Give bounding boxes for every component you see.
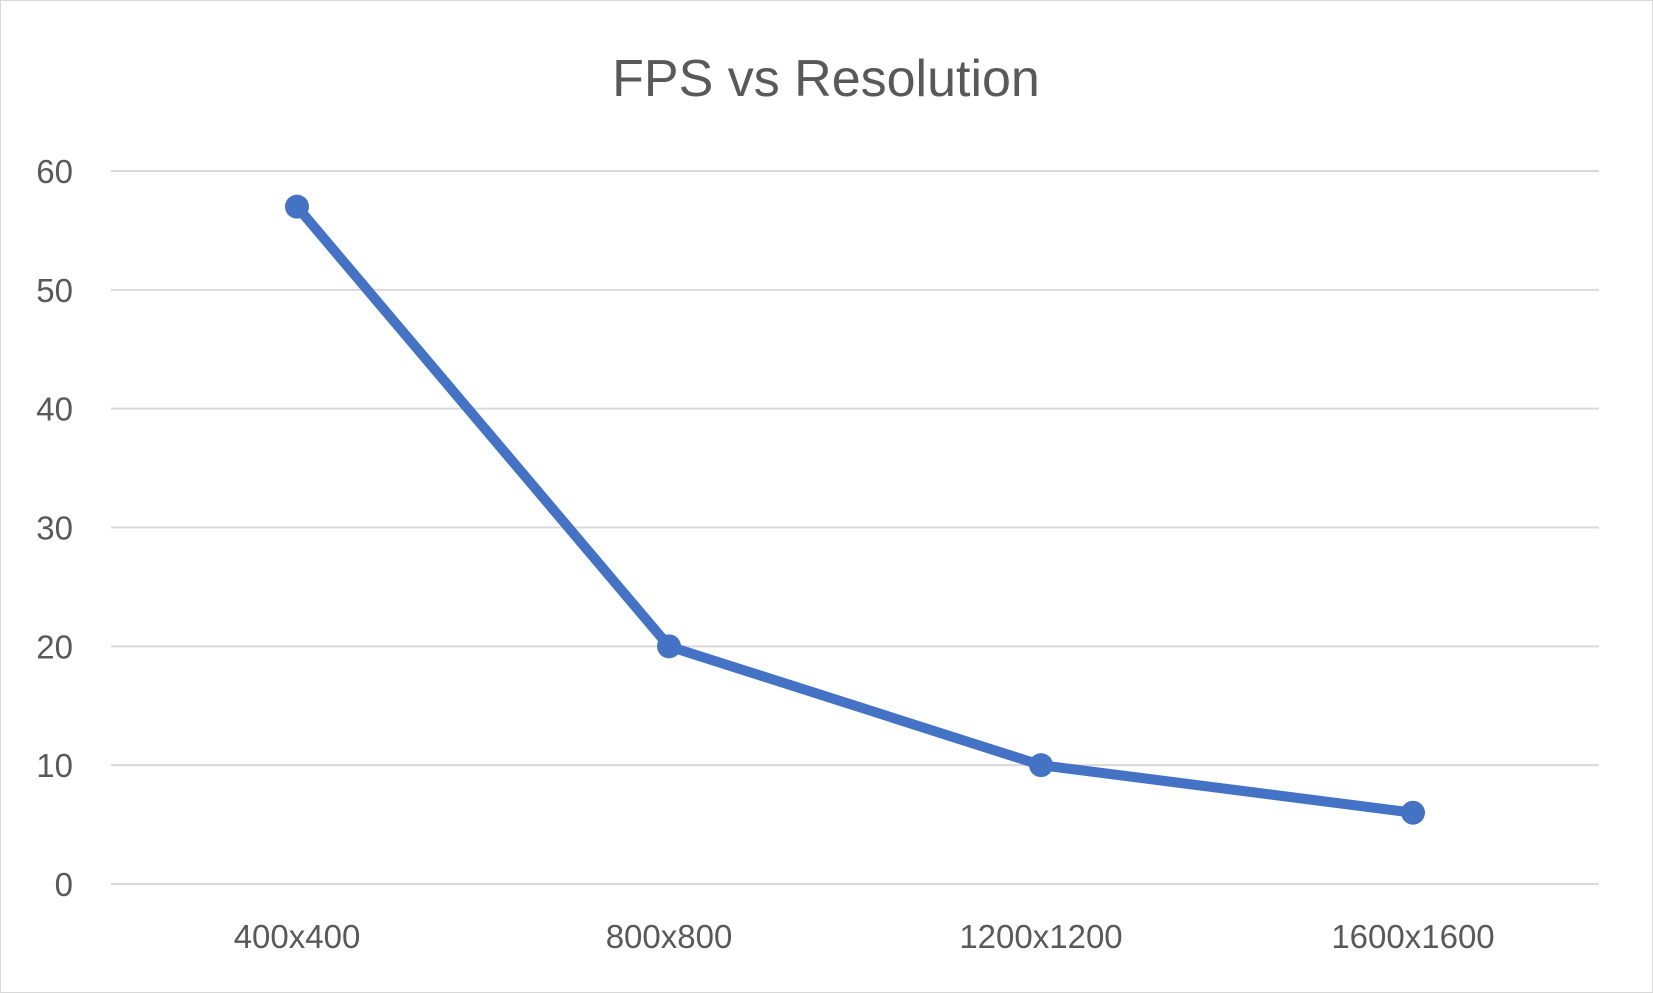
- x-tick-label: 800x800: [606, 918, 733, 955]
- y-tick-label: 20: [36, 628, 73, 665]
- y-axis-tick-labels: 0 10 20 30 40 50 60: [36, 153, 73, 903]
- data-point-1200x1200[interactable]: [1029, 753, 1053, 778]
- series-line: [292, 201, 1418, 818]
- data-point-1600x1600[interactable]: [1401, 800, 1425, 825]
- y-tick-label: 30: [36, 510, 73, 547]
- data-point-400x400[interactable]: [285, 194, 309, 219]
- chart-title: FPS vs Resolution: [612, 50, 1040, 108]
- gridlines: [111, 170, 1599, 885]
- y-tick-label: 0: [55, 866, 73, 903]
- series-group: [285, 194, 1425, 825]
- x-axis-tick-labels: 400x400 800x800 1200x1200 1600x1600: [234, 918, 1495, 955]
- x-tick-label: 1200x1200: [959, 918, 1122, 955]
- y-tick-label: 10: [36, 747, 73, 784]
- y-tick-label: 50: [36, 272, 73, 309]
- y-tick-label: 40: [36, 391, 73, 428]
- x-tick-label: 400x400: [234, 918, 361, 955]
- data-point-800x800[interactable]: [657, 634, 681, 659]
- y-tick-label: 60: [36, 153, 73, 190]
- x-tick-label: 1600x1600: [1331, 918, 1494, 955]
